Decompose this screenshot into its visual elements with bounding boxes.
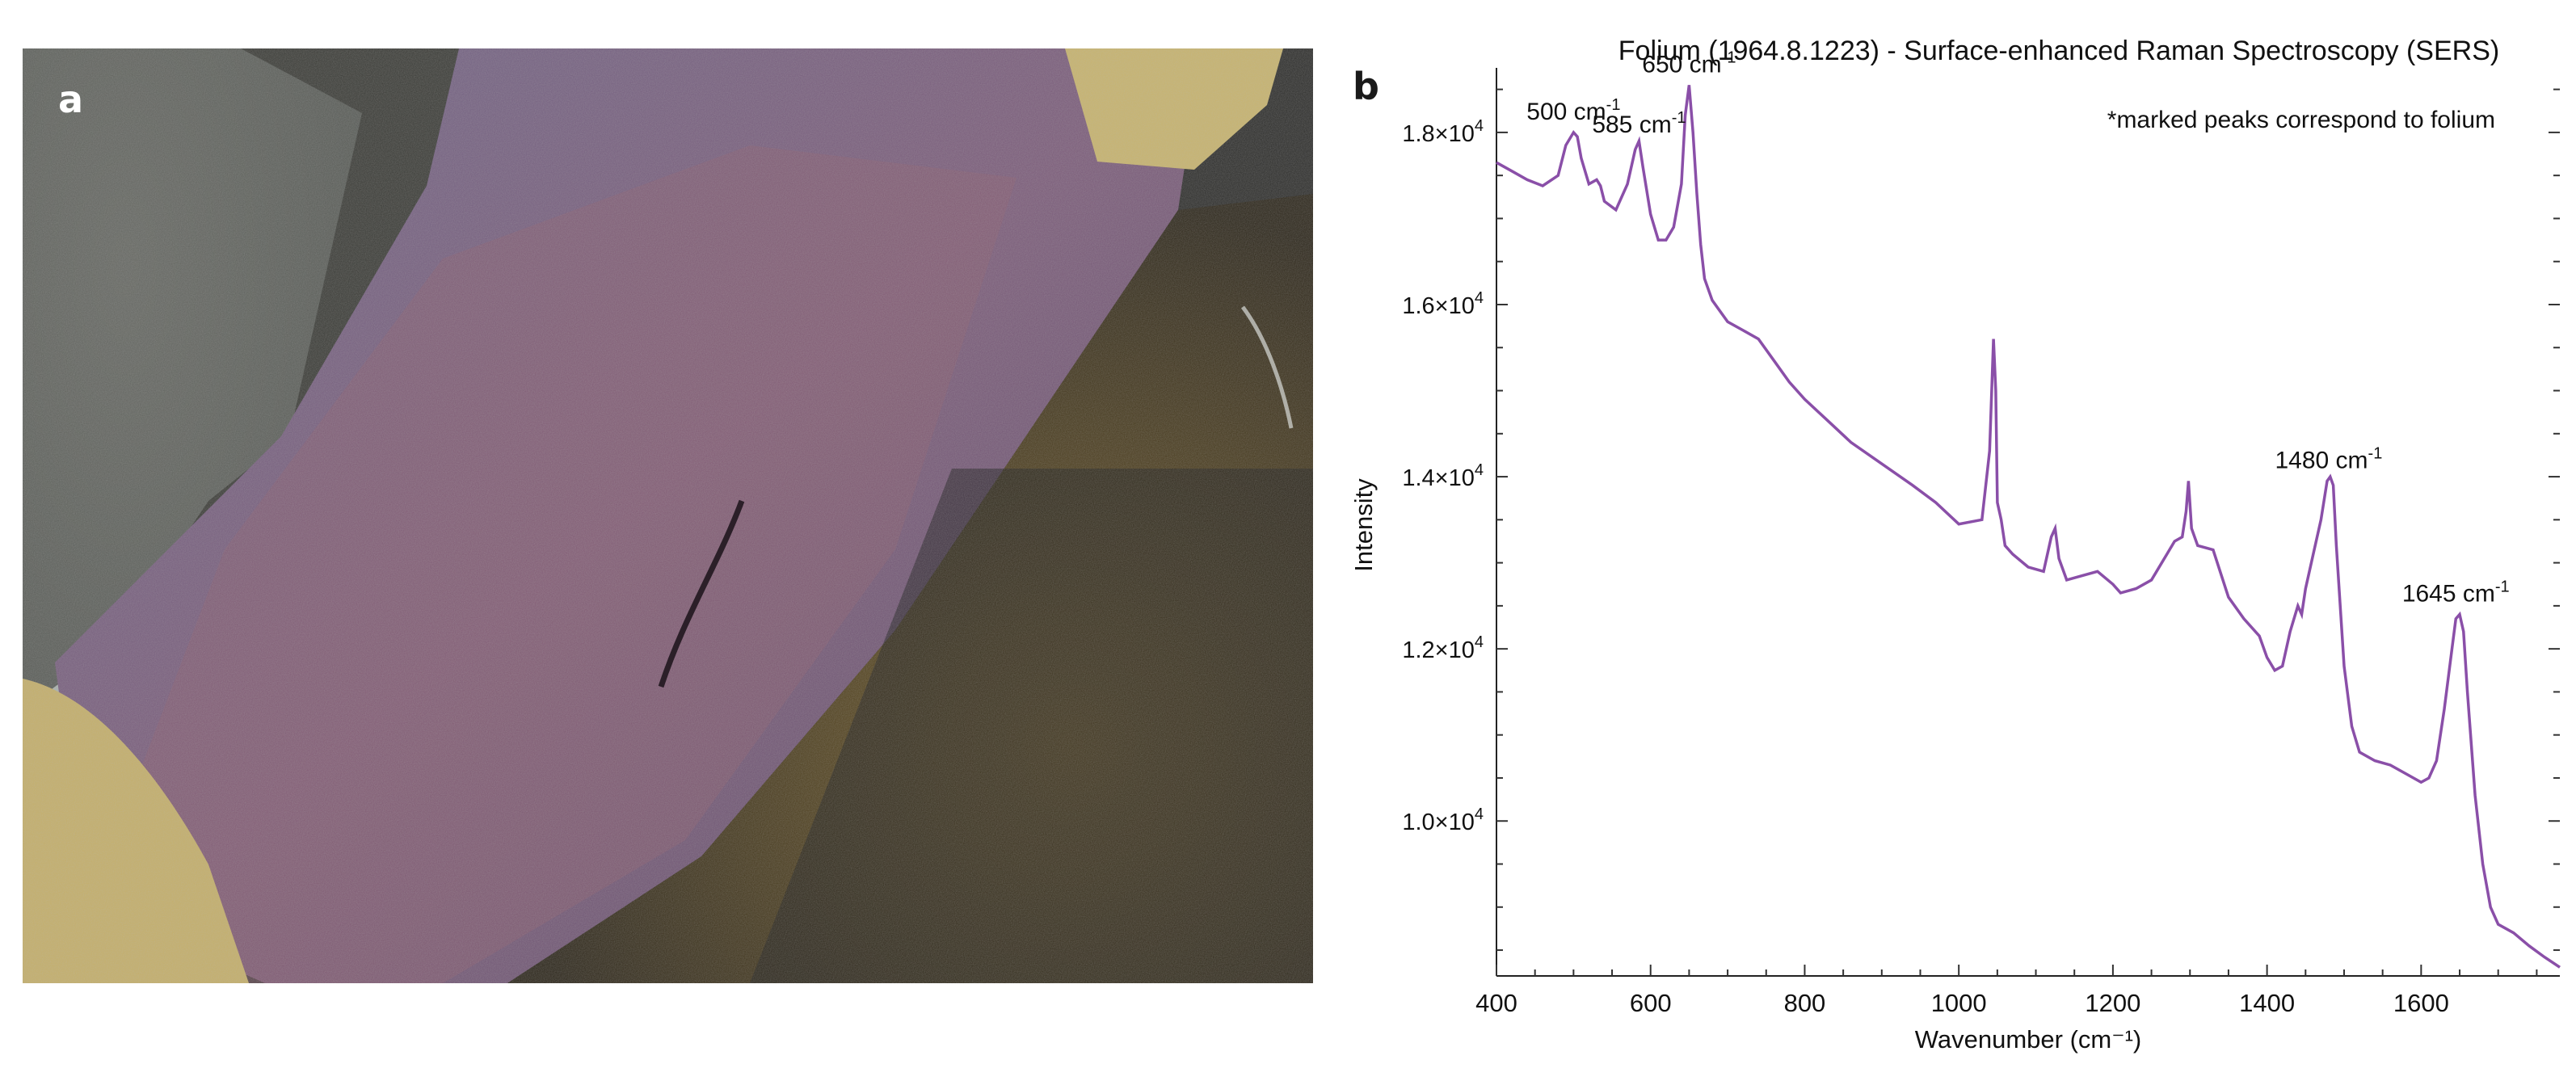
- x-tick-label: 800: [1784, 989, 1826, 1017]
- peak-label: 650 cm-1: [1642, 48, 1736, 78]
- peak-label: 585 cm-1: [1592, 109, 1686, 138]
- x-tick-label: 600: [1630, 989, 1672, 1017]
- x-tick-label: 1200: [2085, 989, 2140, 1017]
- axis-frame: [1496, 68, 2560, 977]
- chart-title: Folium (1964.8.1223) - Surface-enhanced …: [1618, 36, 2499, 66]
- peak-label: 500 cm-1: [1526, 96, 1620, 125]
- chart-note: *marked peaks correspond to folium: [2107, 107, 2495, 133]
- series-line-spectrum: [1496, 85, 2561, 969]
- y-tick-label: 1.2×104: [1402, 633, 1484, 663]
- panel-label-a: a: [58, 78, 84, 121]
- x-tick-label: 400: [1475, 989, 1517, 1017]
- micrograph-illustration: [23, 48, 1313, 983]
- y-axis: 1.0×104 1.2×104 1.4×104 1.6×104 1.8×104: [1402, 88, 2560, 952]
- x-tick-label: 1000: [1931, 989, 1987, 1017]
- panel-label-b: b: [1353, 65, 1379, 108]
- micrograph-image: [23, 48, 1313, 983]
- y-tick-label: 1.8×104: [1402, 117, 1484, 147]
- y-tick-label: 1.6×104: [1402, 289, 1484, 319]
- y-tick-label: 1.4×104: [1402, 461, 1484, 491]
- spectrum-svg: Folium (1964.8.1223) - Surface-enhanced …: [1349, 36, 2561, 1053]
- x-axis: 400 600 800 1000 1200 1400 1600: [1475, 965, 2538, 1017]
- x-axis-label: Wavenumber (cm⁻¹): [1915, 1025, 2141, 1053]
- y-axis-label: Intensity: [1349, 478, 1378, 572]
- x-tick-label: 1600: [2393, 989, 2449, 1017]
- peak-label: 1645 cm-1: [2402, 578, 2510, 608]
- x-tick-label: 1400: [2239, 989, 2295, 1017]
- spectrum-chart: Folium (1964.8.1223) - Surface-enhanced …: [1325, 0, 2576, 1085]
- peak-label: 1480 cm-1: [2275, 444, 2382, 473]
- y-tick-label: 1.0×104: [1402, 805, 1484, 835]
